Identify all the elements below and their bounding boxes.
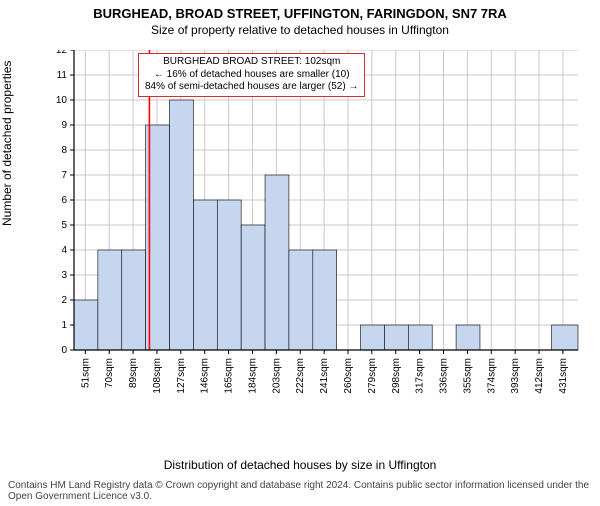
svg-text:9: 9: [61, 120, 67, 131]
svg-text:11: 11: [57, 70, 68, 81]
svg-text:355sqm: 355sqm: [462, 358, 473, 394]
svg-text:108sqm: 108sqm: [152, 358, 163, 394]
svg-text:317sqm: 317sqm: [415, 358, 426, 394]
annotation-line3: 84% of semi-detached houses are larger (…: [145, 81, 358, 94]
svg-text:165sqm: 165sqm: [224, 358, 235, 394]
svg-text:2: 2: [61, 295, 67, 306]
svg-text:8: 8: [61, 145, 67, 156]
svg-text:146sqm: 146sqm: [200, 358, 211, 394]
svg-text:12: 12: [56, 50, 68, 56]
chart-title-primary: BURGHEAD, BROAD STREET, UFFINGTON, FARIN…: [0, 6, 600, 21]
svg-text:412sqm: 412sqm: [534, 358, 545, 394]
svg-text:203sqm: 203sqm: [271, 358, 282, 394]
x-axis-label: Distribution of detached houses by size …: [0, 458, 600, 472]
svg-text:70sqm: 70sqm: [104, 358, 115, 388]
svg-text:89sqm: 89sqm: [128, 358, 139, 388]
svg-text:336sqm: 336sqm: [439, 358, 450, 394]
y-axis-label: Number of detached properties: [0, 61, 14, 226]
histogram-svg: 012345678910111251sqm70sqm89sqm108sqm127…: [54, 50, 582, 410]
svg-text:1: 1: [61, 320, 67, 331]
chart-title-secondary: Size of property relative to detached ho…: [0, 23, 600, 37]
svg-text:51sqm: 51sqm: [80, 358, 91, 388]
svg-text:279sqm: 279sqm: [367, 358, 378, 394]
svg-text:3: 3: [61, 270, 67, 281]
svg-text:222sqm: 222sqm: [295, 358, 306, 394]
svg-text:393sqm: 393sqm: [510, 358, 521, 394]
chart-plot-area: 012345678910111251sqm70sqm89sqm108sqm127…: [54, 50, 582, 410]
annotation-box: BURGHEAD BROAD STREET: 102sqm ← 16% of d…: [138, 53, 365, 97]
svg-text:374sqm: 374sqm: [486, 358, 497, 394]
svg-text:184sqm: 184sqm: [247, 358, 258, 394]
svg-text:431sqm: 431sqm: [558, 358, 569, 394]
svg-text:260sqm: 260sqm: [343, 358, 354, 394]
svg-text:4: 4: [61, 245, 67, 256]
svg-text:241sqm: 241sqm: [319, 358, 330, 394]
annotation-line2: ← 16% of detached houses are smaller (10…: [145, 69, 358, 82]
svg-text:7: 7: [61, 170, 67, 181]
svg-text:127sqm: 127sqm: [176, 358, 187, 394]
svg-text:5: 5: [61, 220, 67, 231]
svg-text:10: 10: [56, 95, 68, 106]
attribution-text: Contains HM Land Registry data © Crown c…: [8, 480, 600, 502]
svg-text:298sqm: 298sqm: [391, 358, 402, 394]
annotation-line1: BURGHEAD BROAD STREET: 102sqm: [145, 56, 358, 69]
svg-text:0: 0: [61, 345, 67, 356]
svg-text:6: 6: [61, 195, 67, 206]
